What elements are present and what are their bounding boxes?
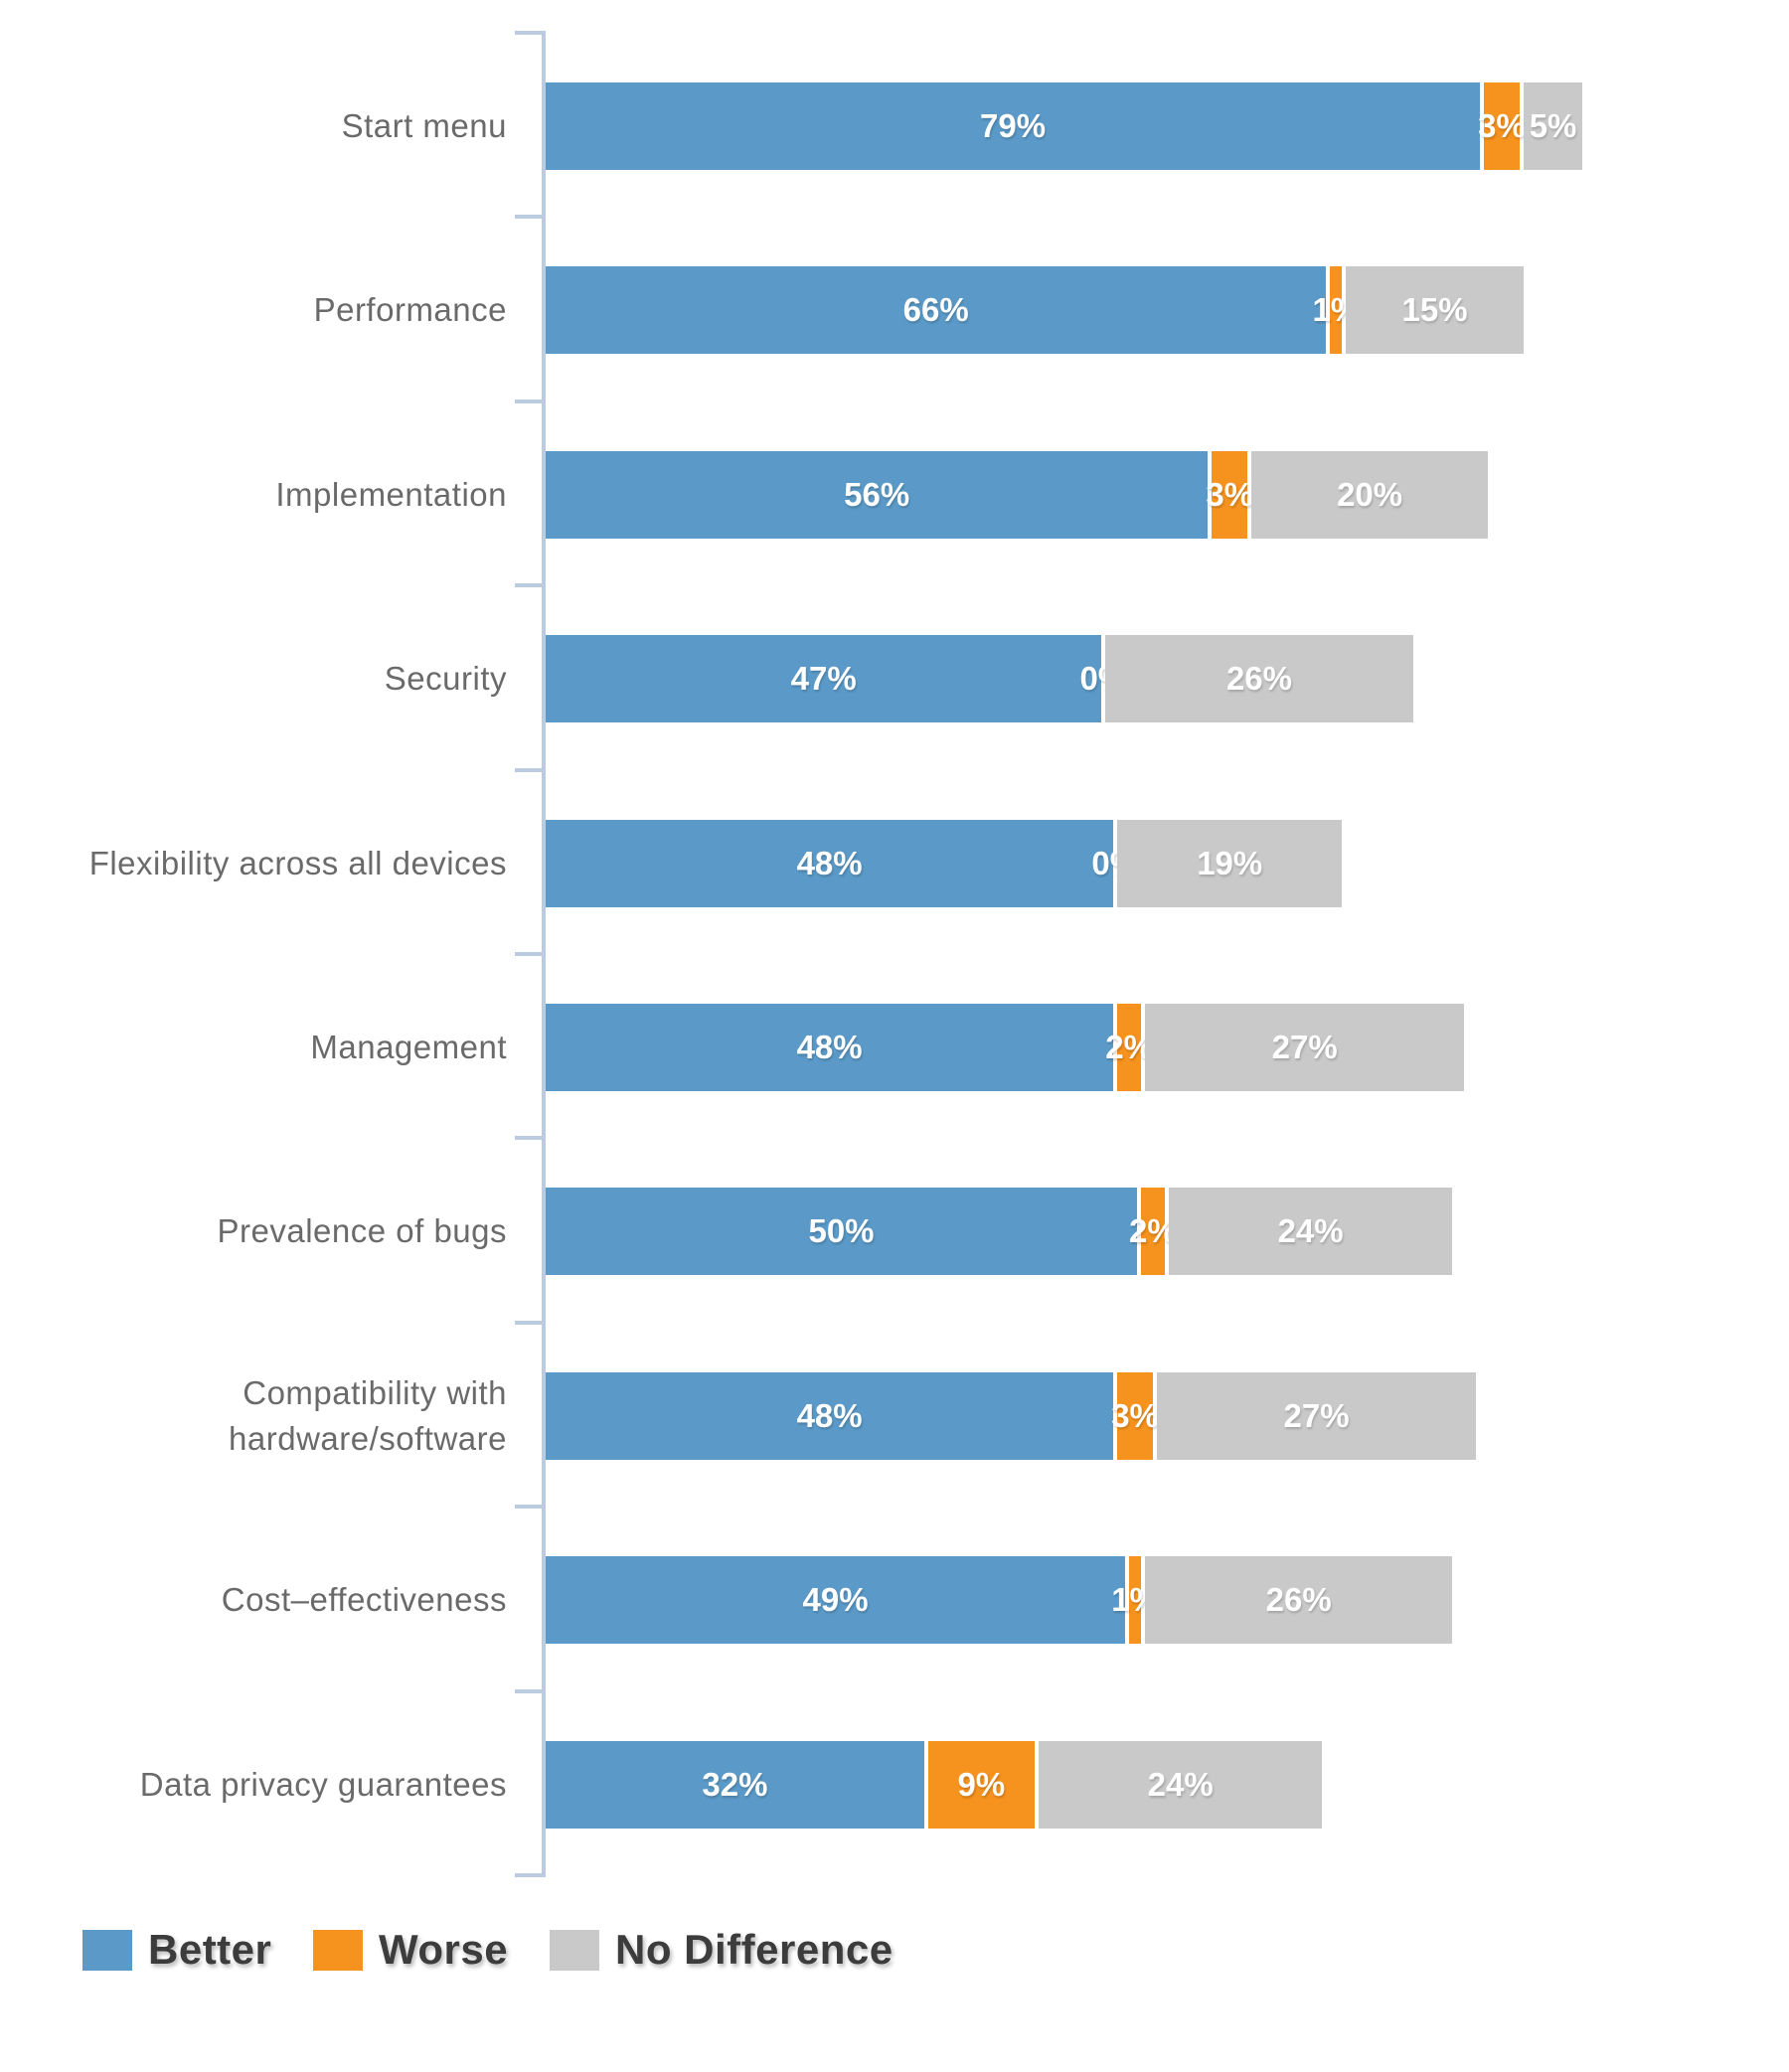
bar-segment-no-difference: 24% (1168, 1188, 1453, 1276)
value-label: 15% (1401, 291, 1468, 329)
value-label: 50% (808, 1212, 875, 1250)
bar-segment-no-difference: 27% (1156, 1371, 1477, 1460)
value-label: 9% (957, 1765, 1006, 1803)
value-label: 26% (1225, 660, 1293, 698)
bar-segment-better: 56% (546, 450, 1209, 539)
bar-segment-better: 47% (546, 635, 1102, 723)
legend-swatch (313, 1929, 363, 1971)
axis-tick (515, 215, 542, 220)
bar-segment-no-difference: 15% (1346, 266, 1524, 355)
axis-tick (515, 583, 542, 588)
category-label: Performance (313, 291, 507, 329)
bar-segment-worse: 1% (1111, 1556, 1159, 1645)
value-label: 48% (796, 844, 863, 881)
axis-tick (515, 398, 542, 403)
legend-label: Worse (379, 1926, 509, 1973)
value-label: 3% (1206, 475, 1254, 513)
bar-segment-worse: 9% (927, 1740, 1035, 1829)
category-label: Start menu (341, 106, 507, 144)
legend: Better Worse No Difference (0, 1918, 1789, 1978)
legend-label: No Difference (615, 1926, 894, 1973)
bar-segment-better: 48% (546, 1004, 1114, 1091)
bar-segment-better: 32% (546, 1740, 924, 1829)
legend-item-worse: Worse (313, 1926, 508, 1974)
axis-tick (515, 1320, 542, 1325)
value-label: 3% (1111, 1396, 1159, 1434)
legend-item-no-difference: No Difference (550, 1926, 894, 1974)
category-label: Cost–effectiveness (221, 1581, 507, 1619)
bar-segment-no-difference: 5% (1523, 82, 1583, 170)
bar-segment-better: 49% (546, 1556, 1126, 1645)
value-label: 19% (1197, 844, 1263, 881)
value-label: 49% (802, 1581, 869, 1619)
category-label: Compatibility with hardware/software (229, 1373, 507, 1457)
value-label: 48% (796, 1396, 863, 1434)
legend-label: Better (148, 1926, 272, 1973)
bar-segment-better: 50% (546, 1188, 1137, 1276)
category-label: Prevalence of bugs (217, 1212, 507, 1250)
value-label: 5% (1529, 107, 1577, 144)
category-label: Data privacy guarantees (139, 1765, 507, 1803)
axis-tick (515, 31, 542, 35)
value-label: 27% (1283, 1396, 1350, 1434)
category-label: Security (384, 660, 507, 698)
value-label: 26% (1265, 1581, 1332, 1619)
axis-tick (515, 1688, 542, 1693)
y-axis-line (542, 31, 546, 1877)
value-label: 47% (790, 660, 857, 698)
value-label: 24% (1147, 1765, 1214, 1803)
category-label: Flexibility across all devices (88, 844, 507, 881)
bar-segment-better: 48% (546, 1371, 1114, 1460)
axis-tick (515, 767, 542, 772)
bar-segment-better: 48% (546, 819, 1114, 907)
bar-segment-no-difference: 26% (1145, 1556, 1453, 1645)
bar-segment-worse: 2% (1129, 1188, 1177, 1276)
value-label: 66% (902, 291, 969, 329)
value-label: 20% (1337, 475, 1403, 513)
bar-segment-worse: 3% (1478, 82, 1526, 170)
legend-swatch (550, 1929, 599, 1971)
value-label: 3% (1478, 107, 1526, 144)
bar-segment-no-difference: 24% (1038, 1740, 1323, 1829)
legend-item-better: Better (82, 1926, 271, 1974)
bar-segment-no-difference: 19% (1117, 819, 1343, 907)
axis-tick (515, 1873, 542, 1877)
value-label: 32% (702, 1765, 768, 1803)
axis-tick (515, 1505, 542, 1510)
value-label: 2% (1105, 1029, 1153, 1065)
value-label: 79% (980, 107, 1047, 144)
value-label: 48% (796, 1029, 863, 1065)
bar-segment-no-difference: 27% (1145, 1004, 1465, 1091)
category-label: Implementation (275, 475, 507, 513)
bar-segment-worse: 1% (1312, 266, 1360, 355)
bar-segment-better: 79% (546, 82, 1481, 170)
legend-swatch (82, 1929, 132, 1971)
bar-segment-no-difference: 20% (1251, 450, 1489, 539)
value-label: 56% (844, 475, 910, 513)
bar-segment-worse: 2% (1105, 1004, 1153, 1091)
bar-segment-no-difference: 26% (1105, 635, 1413, 723)
value-label: 27% (1271, 1029, 1338, 1065)
bar-segment-worse: 3% (1206, 450, 1253, 539)
category-label: Management (310, 1028, 507, 1065)
axis-tick (515, 952, 542, 956)
bar-segment-worse: 3% (1111, 1371, 1159, 1460)
bar-segment-better: 66% (546, 266, 1327, 355)
value-label: 24% (1277, 1212, 1344, 1250)
axis-tick (515, 1136, 542, 1141)
